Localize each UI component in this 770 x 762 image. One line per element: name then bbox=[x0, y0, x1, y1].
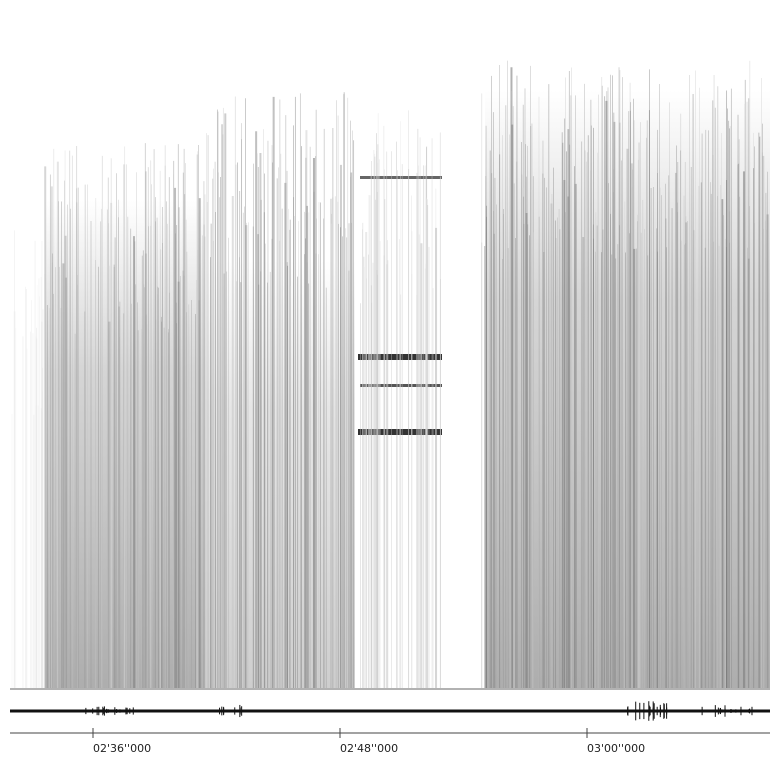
waveform bbox=[10, 701, 770, 721]
time-label: 02'36''000 bbox=[93, 742, 151, 755]
harmonic-line bbox=[360, 176, 442, 179]
time-ticks: 02'36''000 02'48''000 03'00''000 bbox=[92, 728, 645, 755]
time-label: 03'00''000 bbox=[587, 742, 645, 755]
harmonic-line bbox=[358, 354, 442, 360]
harmonic-line bbox=[358, 429, 442, 435]
time-label: 02'48''000 bbox=[340, 742, 398, 755]
spectrogram bbox=[11, 60, 770, 688]
